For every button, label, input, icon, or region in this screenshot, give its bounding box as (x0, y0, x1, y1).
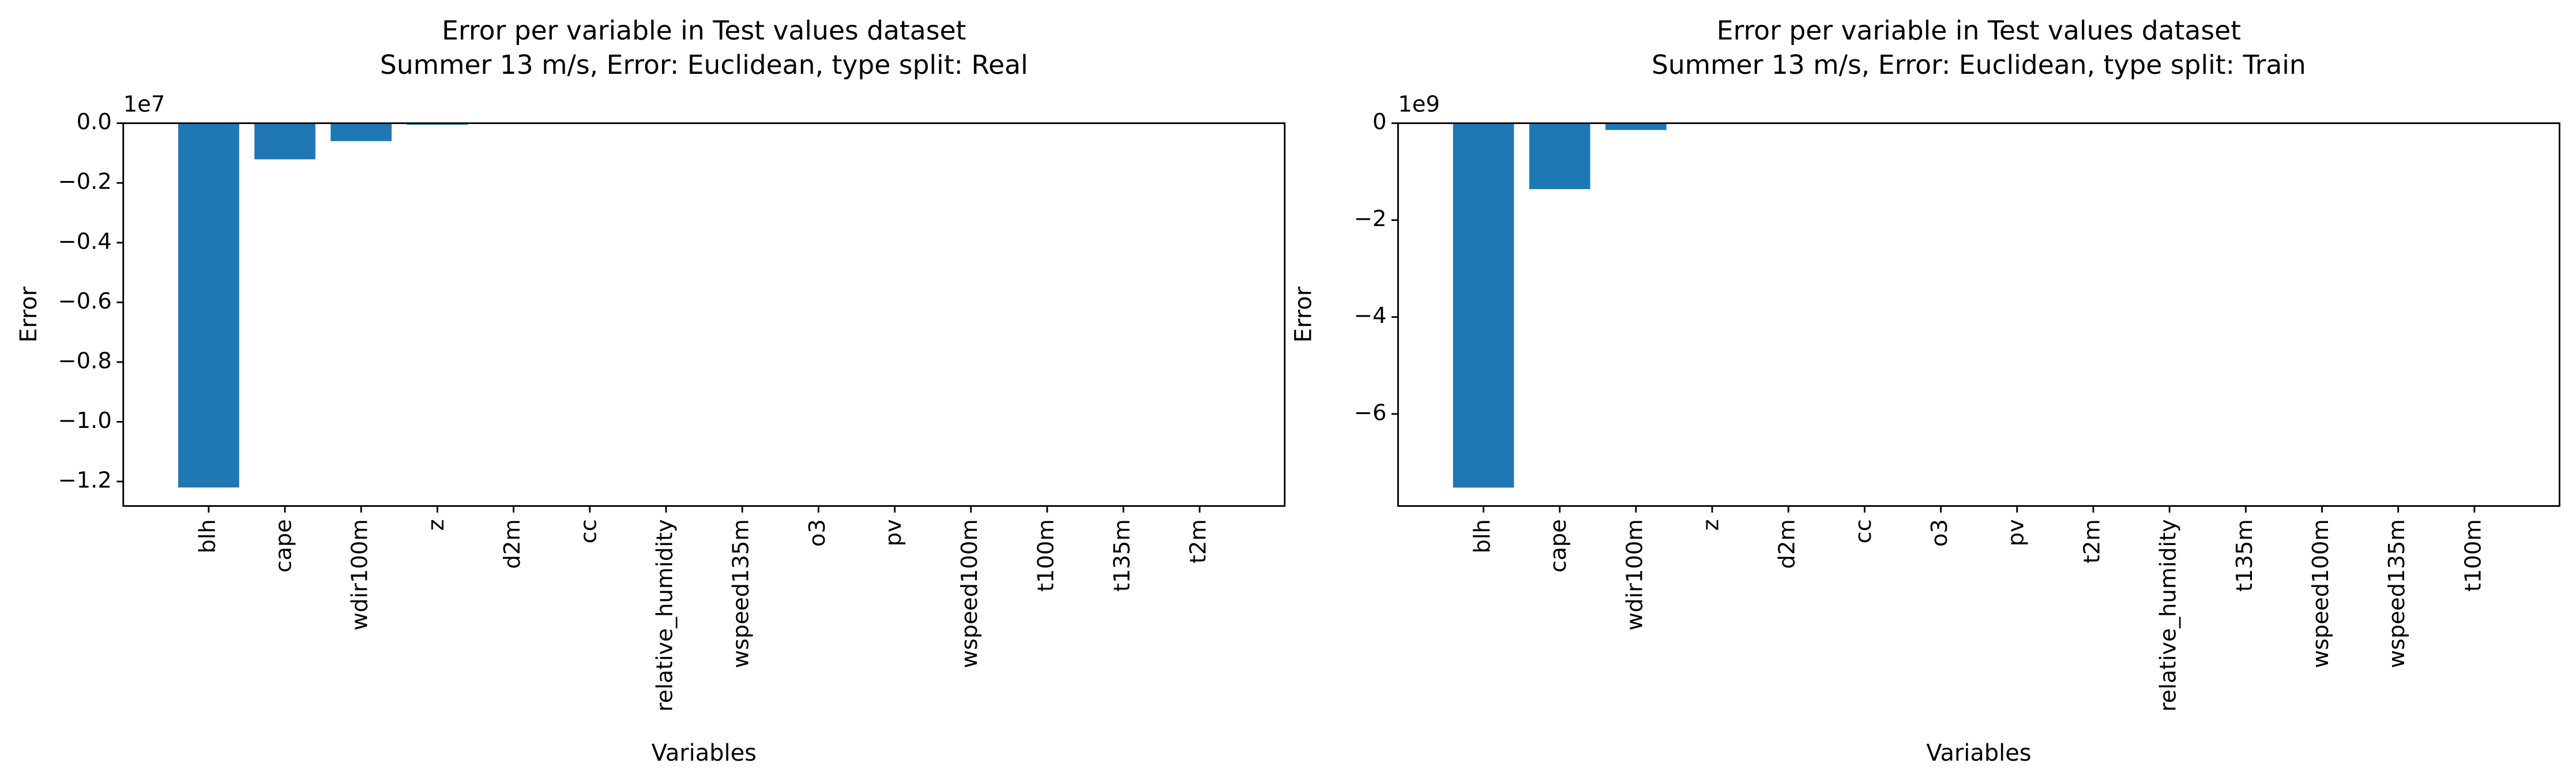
y-tick-label: −0.2 (58, 169, 111, 195)
x-tick-label: relative_humidity (652, 519, 678, 712)
axis-offset: 1e9 (1398, 92, 1440, 118)
x-tick-label: t2m (1186, 519, 1212, 563)
plot-frame (122, 122, 1286, 507)
y-tick-label: −1.0 (58, 408, 111, 434)
y-tick-label: −1.2 (58, 467, 111, 493)
x-tick-label: cc (1851, 519, 1876, 543)
x-tick-label: blh (194, 519, 220, 553)
x-tick-label: d2m (499, 519, 525, 569)
x-axis-label: Variables (1926, 740, 2031, 766)
plot-frame (1397, 122, 2560, 507)
x-tick-label: t135m (1110, 519, 1135, 592)
x-tick-label: pv (881, 519, 907, 546)
x-tick-label: wdir100m (347, 519, 373, 630)
x-tick-label: o3 (1927, 519, 1953, 547)
bar (1453, 123, 1514, 488)
axis-offset: 1e7 (123, 92, 166, 118)
chart-panel: Error per variable in Test values datase… (16, 15, 1286, 766)
chart-title: Error per variable in Test values datase… (1717, 15, 2241, 46)
x-tick-label: pv (2003, 519, 2029, 546)
bar (1529, 123, 1590, 189)
chart-title: Error per variable in Test values datase… (442, 15, 966, 46)
x-tick-label: t2m (2079, 519, 2105, 563)
bar (178, 123, 239, 488)
bar (1605, 123, 1667, 130)
x-tick-label: blh (1469, 519, 1495, 553)
x-tick-label: wspeed135m (2384, 519, 2410, 668)
chart-panel: Error per variable in Test values datase… (1290, 15, 2560, 766)
y-tick-label: 0.0 (77, 109, 112, 135)
x-tick-label: wspeed135m (728, 519, 754, 668)
y-tick-label: −6 (1354, 400, 1387, 426)
y-tick-label: −4 (1354, 303, 1387, 329)
y-axis-label: Error (16, 286, 42, 343)
x-tick-label: wspeed100m (957, 519, 983, 668)
bar (330, 123, 392, 141)
x-tick-label: cape (271, 519, 297, 573)
x-tick-label: wspeed100m (2308, 519, 2334, 668)
x-tick-label: t100m (2460, 519, 2486, 592)
y-tick-label: −0.4 (58, 228, 111, 254)
x-tick-label: wdir100m (1622, 519, 1648, 630)
x-tick-label: cape (1545, 519, 1571, 573)
y-tick-label: −0.6 (58, 288, 111, 314)
x-tick-label: relative_humidity (2156, 519, 2182, 712)
y-tick-label: −2 (1354, 206, 1387, 232)
bar (254, 123, 315, 160)
x-tick-label: cc (576, 519, 601, 543)
y-tick-label: −0.8 (58, 348, 111, 374)
y-axis-label: Error (1290, 286, 1317, 343)
y-tick-label: 0 (1372, 109, 1386, 135)
x-tick-label: z (423, 519, 449, 531)
chart-subtitle: Summer 13 m/s, Error: Euclidean, type sp… (1652, 50, 2306, 80)
x-axis-label: Variables (652, 740, 757, 766)
x-tick-label: t135m (2232, 519, 2258, 592)
x-tick-label: o3 (804, 519, 830, 547)
x-tick-label: z (1698, 519, 1724, 531)
x-tick-label: t100m (1033, 519, 1059, 592)
chart-subtitle: Summer 13 m/s, Error: Euclidean, type sp… (380, 50, 1028, 80)
x-tick-label: d2m (1774, 519, 1800, 569)
